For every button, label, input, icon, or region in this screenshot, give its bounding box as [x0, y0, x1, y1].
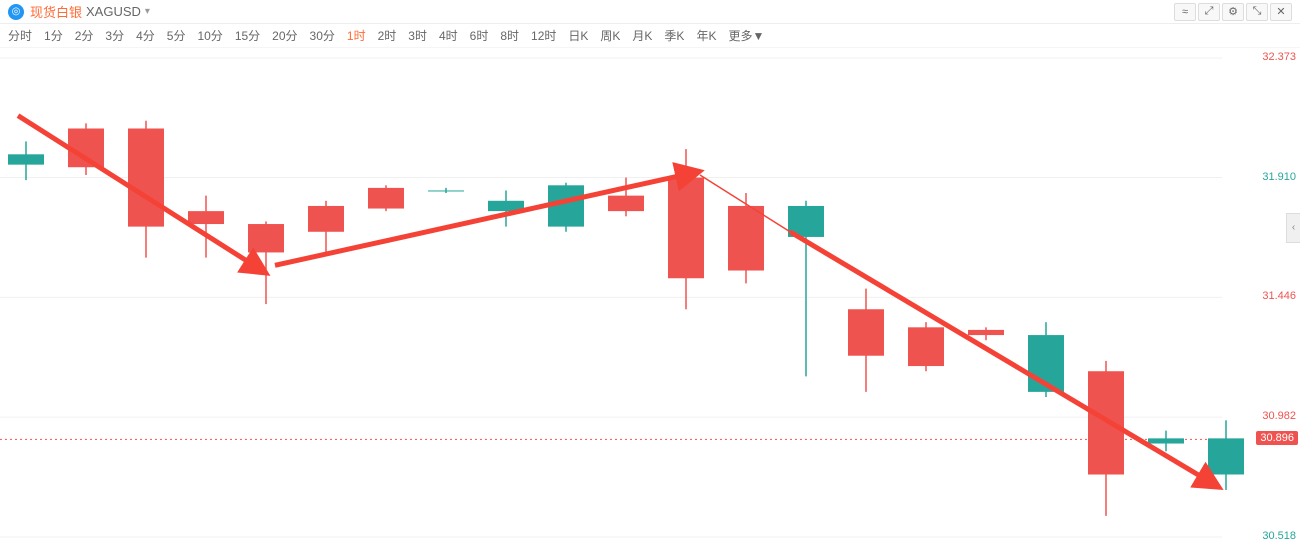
timeframe-6时[interactable]: 6时: [470, 27, 489, 44]
timeframe-分时[interactable]: 分时: [8, 27, 32, 44]
timeframe-周K[interactable]: 周K: [600, 27, 620, 44]
timeframe-月K[interactable]: 月K: [632, 27, 652, 44]
timeframe-3时[interactable]: 3时: [408, 27, 427, 44]
timeframe-日K[interactable]: 日K: [568, 27, 588, 44]
instrument-symbol[interactable]: XAGUSD: [86, 4, 141, 19]
logo-icon: ◎: [8, 4, 24, 20]
fullscreen-icon[interactable]: ⤡: [1246, 3, 1268, 21]
y-axis-label: 30.518: [1262, 530, 1296, 542]
indicator-icon[interactable]: ≈: [1174, 3, 1196, 21]
y-axis-label: 31.910: [1262, 171, 1296, 183]
symbol-dropdown-icon[interactable]: ▾: [145, 6, 150, 17]
timeframe-4分[interactable]: 4分: [136, 27, 155, 44]
chart-header: ◎ 现货白银 XAGUSD ▾ ≈⤢⚙⤡✕: [0, 0, 1300, 24]
timeframe-季K[interactable]: 季K: [664, 27, 684, 44]
settings-icon[interactable]: ⚙: [1222, 3, 1244, 21]
candlestick-chart[interactable]: [0, 48, 1300, 547]
timeframe-8时[interactable]: 8时: [500, 27, 519, 44]
timeframe-30分[interactable]: 30分: [310, 27, 335, 44]
instrument-name-cn: 现货白银: [30, 2, 82, 21]
timeframe-1时[interactable]: 1时: [347, 27, 366, 44]
timeframe-2时[interactable]: 2时: [378, 27, 397, 44]
current-price-tag: 30.896: [1256, 431, 1298, 445]
chart-container: 32.373 31.910 31.446 30.982 30.518 30.896 ‹: [0, 48, 1300, 547]
timeframe-bar: 分时 1分 2分 3分 4分 5分 10分 15分 20分 30分 1时 2时 3时 4时 6时 8时 12时日…: [0, 24, 1300, 48]
timeframe-20分[interactable]: 20分: [272, 27, 297, 44]
timeframe-2分[interactable]: 2分: [75, 27, 94, 44]
compare-icon[interactable]: ⤢: [1198, 3, 1220, 21]
timeframe-5分[interactable]: 5分: [167, 27, 186, 44]
timeframe-1分[interactable]: 1分: [44, 27, 63, 44]
y-axis-label: 31.446: [1262, 290, 1296, 302]
toolbar-right: ≈⤢⚙⤡✕: [1174, 3, 1292, 21]
y-axis-label: 32.373: [1262, 51, 1296, 63]
close-icon[interactable]: ✕: [1270, 3, 1292, 21]
collapse-panel-tab[interactable]: ‹: [1286, 213, 1300, 243]
timeframe-3分[interactable]: 3分: [105, 27, 124, 44]
timeframe-年K[interactable]: 年K: [696, 27, 716, 44]
timeframe-12时[interactable]: 12时: [531, 27, 556, 44]
y-axis-label: 30.982: [1262, 410, 1296, 422]
timeframe-4时[interactable]: 4时: [439, 27, 458, 44]
timeframe-更多[interactable]: 更多▼: [728, 27, 764, 44]
timeframe-15分[interactable]: 15分: [235, 27, 260, 44]
timeframe-10分[interactable]: 10分: [197, 27, 222, 44]
